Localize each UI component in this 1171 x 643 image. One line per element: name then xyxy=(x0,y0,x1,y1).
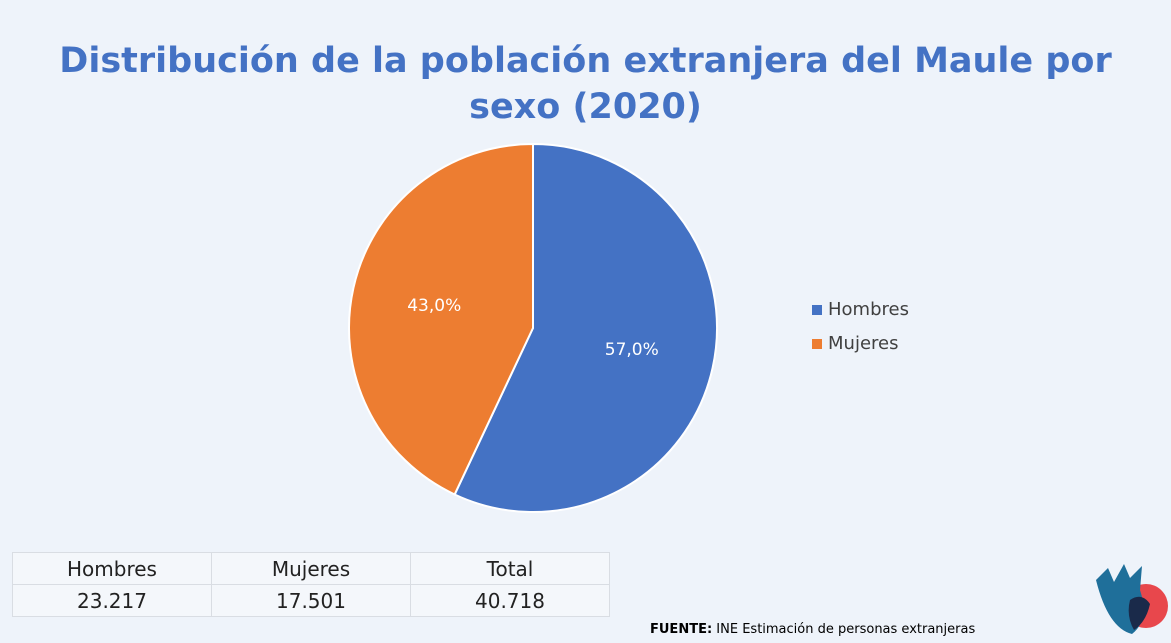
source-note: FUENTE: INE Estimación de personas extra… xyxy=(650,622,975,637)
chart-title: Distribución de la población extranjera … xyxy=(59,41,1112,127)
pie-slice xyxy=(348,142,534,496)
pie-slice xyxy=(453,142,718,513)
data-label: 57,0% xyxy=(605,340,659,360)
table-header: Hombres Mujeres Total xyxy=(12,552,610,585)
legend-swatch xyxy=(812,339,822,349)
legend-label: Hombres xyxy=(828,299,909,320)
summary-table: Hombres Mujeres Total 23.217 17.501 40.7… xyxy=(12,552,610,617)
header-cell: Total xyxy=(410,552,610,585)
source-text: INE Estimación de personas extranjeras xyxy=(716,622,976,637)
logo xyxy=(1096,564,1168,634)
cell: 17.501 xyxy=(211,584,411,617)
cell: 40.718 xyxy=(410,584,610,617)
table-row: 23.217 17.501 40.718 xyxy=(12,584,610,617)
source-label: FUENTE: xyxy=(650,622,713,637)
cell: 23.217 xyxy=(12,584,212,617)
header-cell: Hombres xyxy=(12,552,212,585)
legend-label: Mujeres xyxy=(828,333,898,354)
legend-swatch xyxy=(812,305,822,315)
header-cell: Mujeres xyxy=(211,552,411,585)
data-label: 43,0% xyxy=(407,296,461,316)
